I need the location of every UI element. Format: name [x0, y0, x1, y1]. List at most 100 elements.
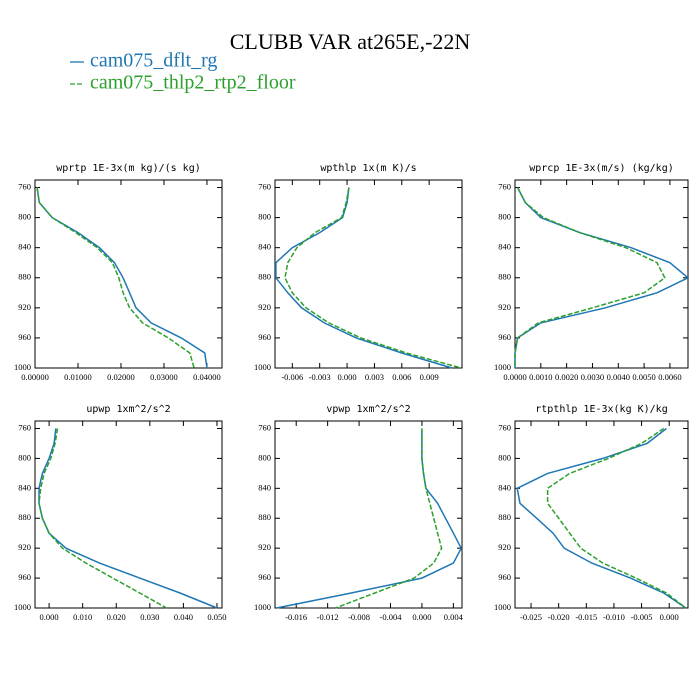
y-tick-label: 960	[498, 572, 511, 582]
profile-line	[514, 187, 690, 368]
y-tick-label: 880	[18, 272, 31, 282]
y-tick-label: 840	[18, 242, 31, 252]
profile-line	[335, 428, 443, 609]
panel-title: upwp 1xm^2/s^2	[86, 404, 170, 415]
y-tick-label: 760	[498, 181, 511, 191]
profile-line	[36, 187, 195, 369]
panel-title: wprtp 1E-3x(m kg)/(s kg)	[56, 163, 201, 174]
x-tick-label: 0.000	[40, 612, 59, 622]
x-tick-label: -0.012	[317, 612, 339, 622]
x-tick-label: -0.008	[348, 612, 370, 622]
y-tick-label: 1000	[494, 362, 511, 372]
x-tick-label: 0.006	[392, 372, 411, 382]
y-tick-label: 800	[258, 452, 271, 462]
y-tick-label: 1000	[494, 602, 511, 612]
plot-frame	[274, 179, 463, 369]
y-tick-label: 760	[258, 181, 271, 191]
x-tick-label: 0.0010	[529, 372, 552, 382]
y-tick-label: 800	[498, 452, 511, 462]
panel-title: vpwp 1xm^2/s^2	[326, 404, 410, 415]
plot-frame	[514, 179, 689, 369]
y-tick-label: 920	[258, 542, 271, 552]
x-tick-label: -0.006	[281, 372, 303, 382]
y-tick-label: 840	[498, 482, 511, 492]
x-tick-label: -0.004	[380, 612, 403, 622]
y-tick-label: 920	[18, 302, 31, 312]
x-tick-label: -0.020	[548, 612, 570, 622]
y-tick-label: 840	[498, 242, 511, 252]
y-tick-label: 840	[18, 482, 31, 492]
y-tick-label: 840	[258, 482, 271, 492]
x-tick-label: -0.016	[285, 612, 307, 622]
x-tick-label: -0.005	[631, 612, 653, 622]
profile-line	[38, 428, 167, 609]
x-tick-label: 0.01000	[64, 372, 92, 382]
x-tick-label: 0.004	[444, 612, 464, 622]
y-tick-label: 800	[18, 212, 31, 222]
x-tick-label: 0.00000	[21, 372, 49, 382]
y-tick-label: 960	[498, 332, 511, 342]
y-tick-label: 920	[18, 542, 31, 552]
x-tick-label: 0.050	[207, 612, 226, 622]
profile-line	[36, 187, 208, 369]
x-tick-label: 0.0050	[632, 372, 655, 382]
page-title: CLUBB VAR at265E,-22N	[230, 29, 471, 54]
y-tick-label: 880	[258, 272, 271, 282]
y-tick-label: 920	[498, 302, 511, 312]
y-tick-label: 1000	[254, 602, 271, 612]
x-tick-label: 0.04000	[193, 372, 221, 382]
x-tick-label: -0.010	[603, 612, 625, 622]
x-tick-label: 0.02000	[107, 372, 135, 382]
profile-line	[516, 427, 687, 609]
x-tick-label: 0.0000	[503, 372, 526, 382]
x-tick-label: 0.000	[660, 612, 679, 622]
x-tick-label: 0.0060	[658, 372, 681, 382]
x-tick-label: 0.010	[73, 612, 92, 622]
y-tick-label: 960	[18, 572, 31, 582]
y-tick-label: 800	[18, 452, 31, 462]
plot-frame	[514, 420, 689, 609]
y-tick-label: 1000	[254, 362, 271, 372]
profile-line	[276, 428, 463, 609]
y-tick-label: 880	[498, 512, 511, 522]
plot-frame	[274, 420, 463, 609]
y-tick-label: 760	[18, 422, 31, 432]
y-tick-label: 880	[258, 512, 271, 522]
y-tick-label: 880	[498, 272, 511, 282]
x-tick-label: -0.015	[575, 612, 597, 622]
x-tick-label: 0.0030	[581, 372, 604, 382]
y-tick-label: 880	[18, 512, 31, 522]
y-tick-label: 960	[258, 332, 271, 342]
plot-frame	[34, 179, 223, 369]
y-tick-label: 800	[498, 212, 511, 222]
y-tick-label: 960	[258, 572, 271, 582]
legend-label: cam075_thlp2_rtp2_floor	[90, 72, 296, 94]
y-tick-label: 1000	[14, 362, 31, 372]
x-tick-label: 0.03000	[150, 372, 178, 382]
x-tick-label: -0.003	[309, 372, 331, 382]
y-tick-label: 960	[18, 332, 31, 342]
panel-title: wprcp 1E-3x(m/s) (kg/kg)	[529, 163, 674, 174]
y-tick-label: 760	[258, 422, 271, 432]
profile-line	[546, 427, 687, 609]
x-tick-label: 0.000	[338, 372, 357, 382]
x-tick-label: -0.025	[520, 612, 542, 622]
x-tick-label: 0.003	[365, 372, 384, 382]
y-tick-label: 920	[498, 542, 511, 552]
y-tick-label: 760	[498, 422, 511, 432]
x-tick-label: 0.020	[107, 612, 126, 622]
profile-line	[284, 187, 462, 369]
profile-line	[38, 428, 218, 609]
profile-line	[514, 187, 666, 368]
y-tick-label: 1000	[14, 602, 31, 612]
x-tick-label: 0.040	[174, 612, 193, 622]
x-tick-label: 0.0040	[607, 372, 630, 382]
panel-title: rtpthlp 1E-3x(kg K)/kg	[535, 404, 667, 415]
plot-frame	[34, 420, 223, 609]
y-tick-label: 800	[258, 212, 271, 222]
x-tick-label: 0.030	[140, 612, 159, 622]
x-tick-label: 0.009	[420, 372, 439, 382]
y-tick-label: 760	[18, 181, 31, 191]
x-tick-label: 0.000	[412, 612, 431, 622]
